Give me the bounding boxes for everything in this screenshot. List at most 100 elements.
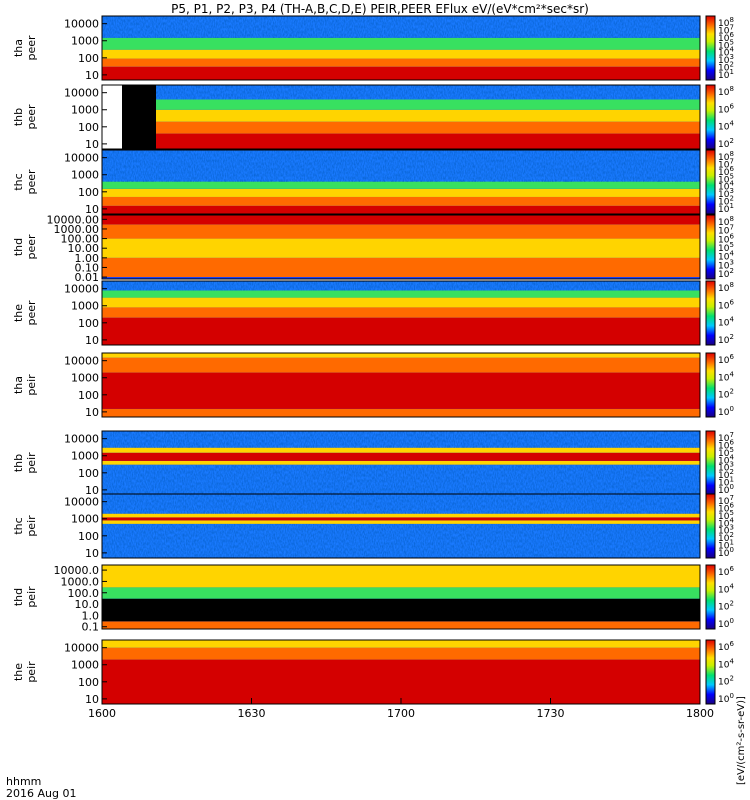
energy-band-red [102,517,700,521]
colorbar-tick-label: 106 [718,438,734,451]
y-tick-label: 10000 [64,283,99,296]
noise-texture [102,494,700,514]
energy-band-orange [102,307,700,318]
colorbar-tick-label: 106 [718,640,734,653]
y-tick-label: 10 [85,138,99,151]
panel-probe-label: thc [12,173,25,190]
y-tick-label: 10000 [64,152,99,165]
y-tick-label: 1000 [71,169,99,182]
y-tick-label: 100 [78,467,99,480]
y-tick-label: 1000 [71,372,99,385]
colorbar-tick-label: 102 [718,388,734,401]
colorbar-tick-label: 108 [718,85,734,98]
colorbar-tick-label: 105 [718,38,734,51]
noise-texture [102,431,700,448]
noise-texture [102,150,700,182]
energy-band-black [102,598,700,622]
colorbar [705,214,716,280]
energy-band-yellow [102,297,700,308]
energy-band-green [102,37,700,50]
colorbar [705,149,716,215]
y-tick-label: 1000 [71,104,99,117]
y-tick-label: 100 [78,530,99,543]
panel-species-label: peir [25,452,38,474]
panel-frame [101,84,701,150]
colorbar-tick-label: 107 [718,431,734,444]
data-gap-fill [122,85,156,149]
y-tick-label: 10000.0 [54,564,100,577]
date-label: 2016 Aug 01 [6,787,76,800]
noise-texture [102,523,700,558]
colorbar-tick-label: 103 [718,461,734,474]
y-tick-label: 10000 [64,18,99,31]
energy-band-yellow [102,109,700,122]
x-tick-label: 1730 [537,707,565,720]
colorbar-tick-label: 101 [718,68,734,81]
energy-band-orange [102,257,700,278]
colorbar [705,15,716,81]
panel-frame [101,352,701,418]
energy-band-orange [102,224,700,239]
y-tick-label: 10 [85,484,99,497]
colorbar-tick-label: 106 [718,565,734,578]
energy-band-yellow [102,447,700,453]
colorbar-units-label: [eV/(cm²-s-sr-eV)] [736,696,747,785]
y-tick-label: 1000.0 [61,575,100,588]
panel-species-label: peer [25,169,38,195]
panel-probe-label: thb [12,454,25,472]
colorbar [705,84,716,150]
energy-band-orange [102,621,700,629]
colorbar-tick-label: 108 [718,150,734,163]
y-tick-label: 0.10 [75,261,100,274]
y-tick-label: 100.0 [68,587,100,600]
colorbar-tick-label: 100 [718,483,734,496]
y-tick-label: 100 [78,389,99,402]
colorbar-tick-label: 101 [718,476,734,489]
colorbar-tick-label: 103 [718,53,734,66]
panel-frame [101,15,701,81]
colorbar-tick-label: 100 [718,546,734,559]
y-tick-label: 100.00 [61,233,100,246]
y-tick-label: 10000 [64,433,99,446]
colorbar-tick-label: 102 [718,195,734,208]
colorbar-tick-label: 104 [718,582,734,595]
panel-frame [101,149,701,215]
colorbar-tick-label: 103 [718,524,734,537]
y-tick-label: 10 [85,547,99,560]
energy-band-orange [102,408,700,417]
colorbar-tick-label: 106 [718,165,734,178]
energy-band-yellow [102,353,700,358]
energy-band-green [102,290,700,298]
panel-frame [101,280,701,346]
colorbar-tick-label: 102 [718,675,734,688]
colorbar-tick-label: 106 [718,232,734,245]
colorbar-tick-label: 101 [718,202,734,215]
noise-texture [102,281,700,291]
y-tick-label: 100 [78,676,99,689]
panel-probe-label: tha [12,39,25,57]
colorbar-tick-label: 105 [718,446,734,459]
energy-band-green [102,587,700,599]
energy-band-yellow [102,513,700,518]
energy-band-red [102,317,700,345]
time-axis-label: hhmm [6,775,41,788]
y-tick-label: 10000 [64,355,99,368]
noise-texture [102,464,700,495]
energy-band-orange [102,357,700,373]
energy-band-red [102,66,700,80]
energy-band-red [102,659,700,704]
colorbar [705,430,716,496]
colorbar-tick-label: 100 [718,692,734,705]
figure-title: P5, P1, P2, P3, P4 (TH-A,B,C,D,E) PEIR,P… [171,2,589,16]
energy-band-yellow [102,460,700,465]
y-tick-label: 10000 [64,642,99,655]
colorbar-tick-label: 104 [718,657,734,670]
colorbar-tick-label: 102 [718,137,734,150]
energy-band-red [102,372,700,409]
energy-band-green [102,99,700,110]
panel-probe-label: tha [12,376,25,394]
